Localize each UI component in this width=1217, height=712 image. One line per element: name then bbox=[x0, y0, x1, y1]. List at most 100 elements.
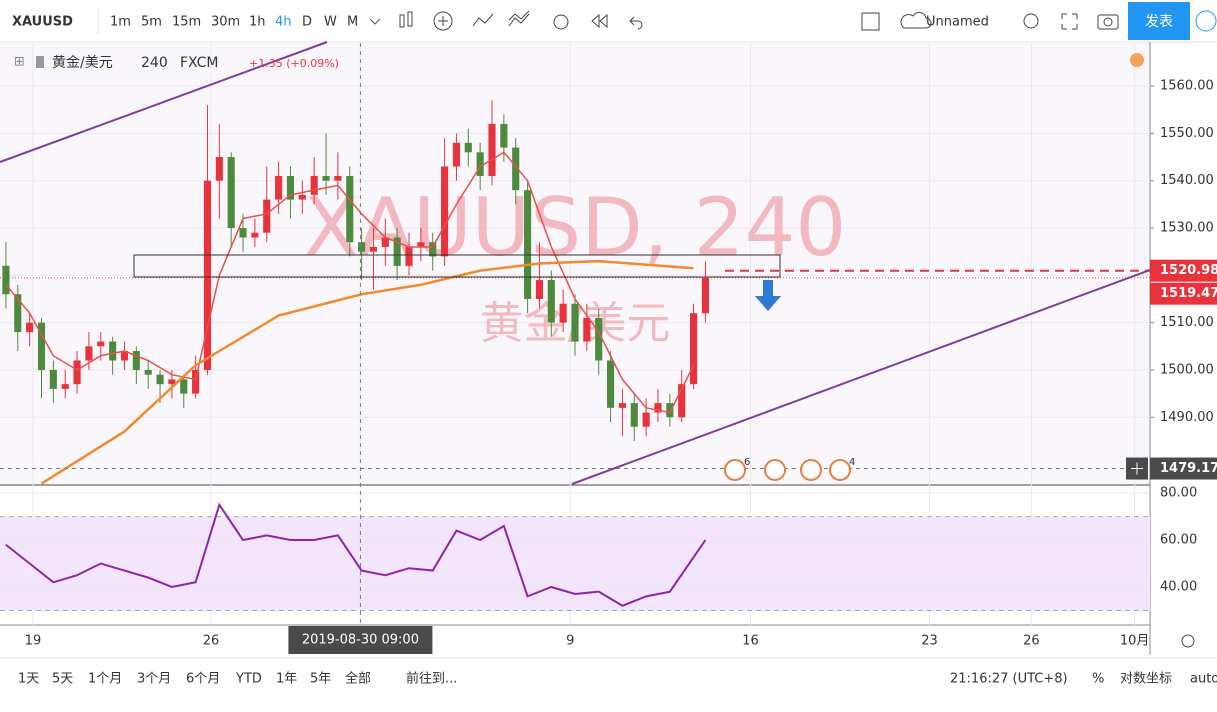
moving-average bbox=[5, 151, 695, 414]
range[interactable]: 5年 bbox=[310, 672, 331, 687]
x-tick-label: 23 bbox=[921, 634, 938, 649]
candle-body bbox=[405, 246, 413, 266]
candle-body bbox=[85, 346, 93, 361]
candle-body bbox=[227, 157, 235, 229]
range[interactable]: 6个月 bbox=[186, 672, 220, 687]
interval[interactable]: 1m bbox=[110, 15, 131, 30]
range[interactable]: 1年 bbox=[276, 672, 297, 687]
candle-body bbox=[286, 175, 295, 200]
candle-body bbox=[524, 190, 532, 299]
y-tick-label: 1560.00 bbox=[1160, 79, 1214, 94]
trend-line[interactable] bbox=[571, 269, 1151, 485]
candle-body bbox=[144, 369, 152, 375]
x-tick-label: 9 bbox=[566, 634, 574, 649]
candle-body bbox=[2, 265, 10, 295]
candle-body bbox=[535, 280, 543, 299]
interval[interactable]: D bbox=[302, 15, 312, 30]
interval[interactable]: 30m bbox=[211, 15, 240, 30]
interval[interactable]: 5m bbox=[141, 15, 162, 30]
legend-icon[interactable]: ⊞ bbox=[14, 55, 25, 70]
candle-body bbox=[488, 123, 496, 176]
interval[interactable]: M bbox=[347, 15, 358, 30]
candle-body bbox=[500, 123, 508, 148]
candle-body bbox=[26, 322, 34, 333]
publish-label[interactable]: 发表 bbox=[1145, 14, 1173, 30]
candle-body bbox=[120, 351, 129, 361]
y-tick-label: 1510.00 bbox=[1160, 315, 1214, 330]
candle-body bbox=[701, 277, 709, 314]
interval[interactable]: 1h bbox=[249, 15, 266, 30]
y-tick-label: 40.00 bbox=[1160, 579, 1197, 594]
candle-body bbox=[571, 303, 579, 342]
candle-body bbox=[369, 246, 378, 252]
candle-body bbox=[690, 313, 698, 385]
legend-exchange: FXCM bbox=[180, 55, 218, 71]
range[interactable]: 1个月 bbox=[88, 672, 122, 687]
range[interactable]: 1天 bbox=[18, 672, 39, 687]
legend-name: 黄金/美元 bbox=[52, 54, 113, 71]
candle-body bbox=[275, 175, 283, 200]
candle-body bbox=[322, 175, 330, 181]
range[interactable]: 3个月 bbox=[137, 672, 171, 687]
candle-body bbox=[678, 384, 686, 418]
candle-body bbox=[37, 322, 46, 370]
candle-body bbox=[298, 194, 306, 200]
candle-body bbox=[358, 242, 366, 252]
auto-scale[interactable]: auto bbox=[1190, 672, 1217, 687]
trend-line[interactable] bbox=[0, 41, 328, 163]
plot bbox=[0, 43, 1150, 625]
bid-label: 1520.98 bbox=[1160, 263, 1217, 278]
candle-body bbox=[381, 237, 389, 247]
moving-average bbox=[40, 259, 694, 485]
candle-body bbox=[630, 403, 638, 427]
candle-body bbox=[618, 403, 626, 408]
time-label: 2019-08-30 09:00 bbox=[302, 633, 419, 648]
candle-body bbox=[14, 294, 22, 333]
candle-body bbox=[654, 403, 662, 413]
play-button[interactable] bbox=[1195, 10, 1217, 32]
info-dot[interactable] bbox=[1130, 53, 1144, 67]
candle-body bbox=[559, 303, 567, 323]
plus-icon bbox=[1131, 462, 1143, 475]
interval-menu[interactable] bbox=[369, 18, 381, 25]
y-tick-label: 80.00 bbox=[1160, 486, 1197, 501]
symbol[interactable]: XAUUSD bbox=[12, 15, 73, 30]
range[interactable]: 全部 bbox=[345, 671, 371, 687]
log-scale[interactable]: 对数坐标 bbox=[1120, 672, 1172, 687]
layout-name[interactable]: Unnamed bbox=[926, 15, 989, 30]
candle-body bbox=[73, 360, 81, 385]
legend-change: +1.35 (+0.09%) bbox=[249, 57, 339, 70]
toolbar-icons bbox=[399, 10, 1119, 31]
x-tick-label: 26 bbox=[203, 634, 220, 649]
range[interactable]: YTD bbox=[235, 672, 262, 687]
down-arrow[interactable] bbox=[755, 280, 781, 311]
candle-body bbox=[607, 360, 615, 408]
candle-body bbox=[441, 166, 449, 257]
candle-body bbox=[132, 351, 140, 370]
interval[interactable]: W bbox=[324, 15, 337, 30]
last-label: 1519.47 bbox=[1160, 286, 1217, 301]
candle-body bbox=[452, 142, 460, 167]
candle-body bbox=[512, 147, 520, 191]
publish-button[interactable] bbox=[1128, 2, 1190, 40]
x-tick-label: 16 bbox=[742, 634, 759, 649]
candle-body bbox=[203, 180, 212, 370]
goto[interactable]: 前往到... bbox=[406, 671, 457, 687]
zone-rectangle[interactable] bbox=[133, 254, 781, 278]
range[interactable]: 5天 bbox=[52, 672, 73, 687]
candle-body bbox=[429, 242, 437, 257]
rsi-band bbox=[0, 516, 1150, 611]
toolbar bbox=[0, 0, 1217, 42]
settings-icon[interactable] bbox=[1181, 634, 1195, 648]
interval[interactable]: 4h bbox=[275, 15, 292, 30]
last-label-box bbox=[1150, 282, 1217, 305]
interval[interactable]: 15m bbox=[172, 15, 201, 30]
percent[interactable]: % bbox=[1092, 672, 1104, 687]
candle-body bbox=[192, 369, 200, 394]
candle-body bbox=[642, 412, 650, 427]
event-icons bbox=[724, 459, 851, 481]
y-tick-label: 1540.00 bbox=[1160, 173, 1214, 188]
candle-body bbox=[61, 384, 69, 389]
candle-body bbox=[464, 142, 472, 153]
